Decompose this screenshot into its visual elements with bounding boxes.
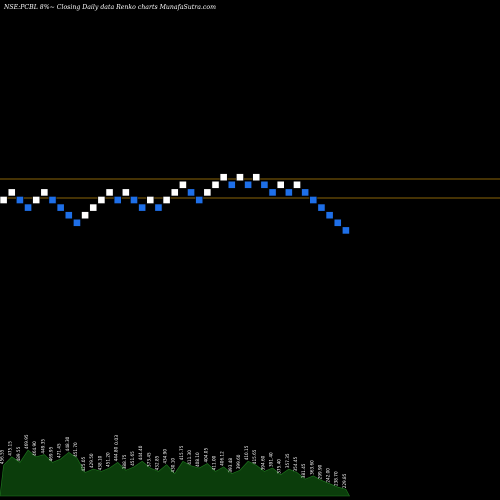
renko-brick-down [244, 180, 252, 189]
volume-price-label: 406.12 [220, 451, 225, 466]
volume-price-label: 399.60 [236, 454, 241, 469]
volume-price-label: 381.45 [301, 463, 306, 478]
renko-brick-up [146, 196, 155, 204]
volume-price-label: 471.45 [57, 443, 62, 458]
renko-brick-up [179, 180, 187, 189]
renko-brick-down [333, 218, 342, 227]
renko-brick-down [317, 203, 326, 212]
renko-brick-down [187, 188, 195, 197]
renko-brick-down [341, 226, 350, 235]
volume-price-label: 391.40 [269, 452, 274, 467]
volume-price-label: 425.05 [81, 456, 86, 471]
renko-brick-down [309, 196, 318, 204]
renko-brick-down [325, 211, 334, 220]
renko-brick-up [121, 188, 130, 197]
renko-brick-up [0, 196, 8, 204]
volume-price-label: 475.15 [8, 441, 13, 456]
renko-brick-down [138, 203, 147, 212]
volume-price-label: 363.60 [309, 460, 314, 475]
volume-price-label: 464.90 [32, 441, 37, 456]
renko-brick-up [81, 211, 89, 220]
renko-brick-up [276, 180, 285, 189]
volume-price-label: 448.30 [65, 436, 70, 451]
renko-brick-up [236, 173, 244, 182]
renko-brick-up [32, 196, 41, 204]
renko-brick-up [219, 173, 228, 182]
renko-brick-down [64, 211, 73, 220]
renko-brick-down [268, 188, 277, 197]
volume-price-label: 444.80 [114, 446, 119, 461]
renko-brick-up [7, 188, 16, 197]
volume-layer [0, 449, 351, 497]
renko-brick-down [113, 196, 122, 204]
renko-brick-down [154, 203, 163, 212]
volume-price-label: 411.00 [212, 455, 217, 470]
volume-price-label: 469.95 [49, 446, 54, 461]
volume-price-label: 429.50 [89, 453, 94, 468]
volume-price-label: 411.30 [187, 450, 192, 465]
volume-price-label: 415.75 [179, 445, 184, 460]
renko-brick-down [260, 180, 269, 189]
volume-price-label: 408.10 [195, 452, 200, 467]
volume-price-label: 444.40 [138, 445, 143, 460]
volume-price-label: 242.00 [326, 468, 331, 483]
renko-brick-up [203, 188, 212, 197]
volume-price-label: 388.75 [122, 454, 127, 469]
volume-price-label: 229.85 [342, 473, 347, 488]
volume-price-label: 451.20 [106, 452, 111, 467]
volume-price-label: 415.65 [252, 449, 257, 464]
volume-price-label: 449.35 [40, 439, 45, 454]
volume-price-label: 375.40 [277, 459, 282, 474]
standalone-value-label: 0.03 [114, 435, 120, 445]
renko-brick-up [162, 196, 171, 204]
volume-price-label: 393.48 [228, 458, 233, 473]
renko-brick-down [284, 188, 293, 197]
renko-brick-down [56, 203, 65, 212]
volume-price-label: 489.55 [16, 446, 21, 461]
volume-price-label: 430.10 [171, 458, 176, 473]
volume-price-label: 451.70 [73, 442, 78, 457]
renko-brick-down [130, 196, 138, 204]
volume-price-label: 434.90 [163, 449, 168, 464]
volume-area [0, 449, 351, 497]
volume-price-label: 404.05 [203, 448, 208, 463]
renko-bricks [0, 173, 350, 235]
renko-brick-up [170, 188, 179, 197]
renko-brick-down [195, 196, 204, 204]
volume-price-label: 451.65 [130, 451, 135, 466]
volume-price-label: 357.35 [285, 453, 290, 468]
volume-price-label: 456.55 [0, 449, 5, 464]
volume-price-label: 354.45 [293, 456, 298, 471]
renko-brick-down [301, 188, 310, 197]
renko-brick-up [252, 173, 261, 182]
volume-price-label: 469.95 [24, 434, 29, 449]
chart-title: NSE:PCBL 8%~ Closing Daily data Renko ch… [3, 4, 216, 11]
renko-brick-up [40, 188, 49, 197]
renko-brick-up [211, 180, 220, 189]
renko-brick-down [24, 203, 32, 212]
renko-brick-up [89, 203, 98, 212]
volume-price-label: 299.90 [317, 464, 322, 479]
volume-price-label: 438.10 [97, 455, 102, 470]
renko-brick-down [48, 196, 57, 204]
volume-price-label: 432.85 [154, 455, 159, 470]
volume-price-label: 394.60 [260, 455, 265, 470]
renko-brick-up [105, 188, 114, 197]
renko-brick-down [227, 180, 236, 189]
volume-price-label: 238.70 [334, 471, 339, 486]
volume-price-label: 410.15 [244, 445, 249, 460]
volume-price-label: 373.45 [146, 452, 151, 467]
renko-brick-down [73, 218, 81, 227]
renko-brick-up [293, 180, 301, 189]
renko-brick-down [15, 196, 24, 204]
renko-brick-up [97, 196, 106, 204]
